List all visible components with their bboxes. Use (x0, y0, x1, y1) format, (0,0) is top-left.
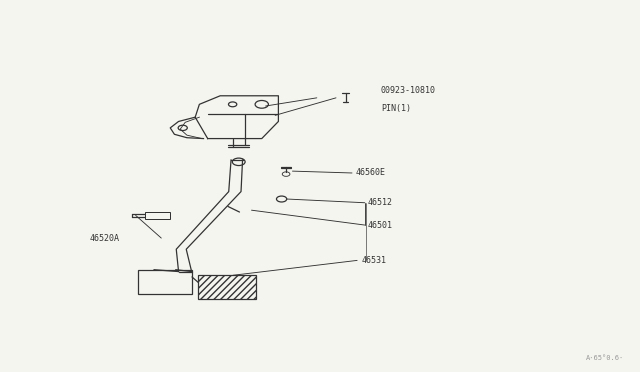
Text: 46512: 46512 (368, 198, 393, 207)
Bar (198, 275, 256, 299)
Text: PIN(1): PIN(1) (381, 105, 411, 113)
Text: 46531: 46531 (362, 256, 387, 265)
Text: A·65°0.6·: A·65°0.6· (586, 355, 624, 361)
Text: 46501: 46501 (368, 221, 393, 230)
Text: 46520A: 46520A (90, 234, 120, 243)
Text: 00923-10810: 00923-10810 (381, 86, 436, 95)
Text: 46560E: 46560E (355, 169, 385, 177)
Bar (138, 270, 192, 294)
Bar (145, 212, 170, 219)
